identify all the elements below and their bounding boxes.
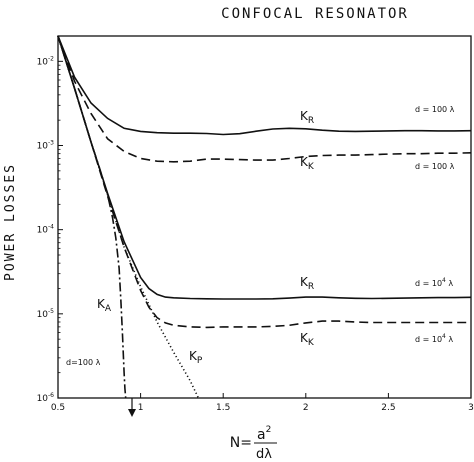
x-label-numerator: a2	[257, 425, 271, 443]
label-ka: KA	[97, 297, 112, 314]
y-tick-label: 10-2	[37, 55, 55, 67]
annotations: KR d = 100 λ KK d = 100 λ KR d = 104 λ K…	[66, 105, 455, 417]
cond-kr-top: d = 100 λ	[415, 105, 455, 114]
y-tick-label: 10-3	[37, 140, 55, 152]
label-d100: d=100 λ	[66, 358, 101, 367]
cond-kr-bot: d = 104 λ	[415, 277, 453, 288]
y-tick-label: 10-5	[37, 308, 55, 320]
y-tick-label: 10-6	[37, 392, 55, 404]
plot-frame	[57, 35, 472, 399]
curves	[57, 35, 472, 399]
x-tick-label: 2	[303, 403, 309, 413]
x-tick-label: 1.5	[216, 403, 230, 413]
x-tick-label: 3	[468, 403, 474, 413]
x-tick-label: 2.5	[381, 403, 395, 413]
label-kr-bot: KR	[300, 275, 314, 292]
series-line-k-r-2	[57, 35, 472, 300]
x-label-prefix: N=	[230, 435, 252, 451]
x-tick-label: 0.5	[51, 403, 65, 413]
label-kk-top: KK	[300, 155, 315, 172]
y-tick-label: 10-4	[37, 224, 55, 236]
series-line-k-p-5	[57, 35, 200, 399]
axis-ticks: 0.5 1 1.5 2 2.5 3 10-2 10-3 10-4 10-5 10-6	[37, 35, 474, 413]
series-line-k-k-1	[57, 35, 472, 163]
chart-title: CONFOCAL RESONATOR	[221, 6, 409, 22]
x-tick-label: 1	[138, 403, 144, 413]
x-label-denominator: dλ	[256, 447, 272, 462]
label-kk-bot: KK	[300, 331, 315, 348]
cond-kk-bot: d = 104 λ	[415, 333, 453, 344]
cond-kk-top: d = 100 λ	[415, 162, 455, 171]
series-line-k-a-4	[57, 35, 127, 399]
series-line-k-r-0	[57, 35, 472, 136]
arrow-head	[128, 409, 136, 417]
y-axis-label: POWER LOSSES	[3, 163, 18, 281]
x-axis-label: N= a2 dλ	[230, 425, 277, 462]
label-kp: KP	[189, 349, 203, 366]
label-kr-top: KR	[300, 109, 314, 126]
